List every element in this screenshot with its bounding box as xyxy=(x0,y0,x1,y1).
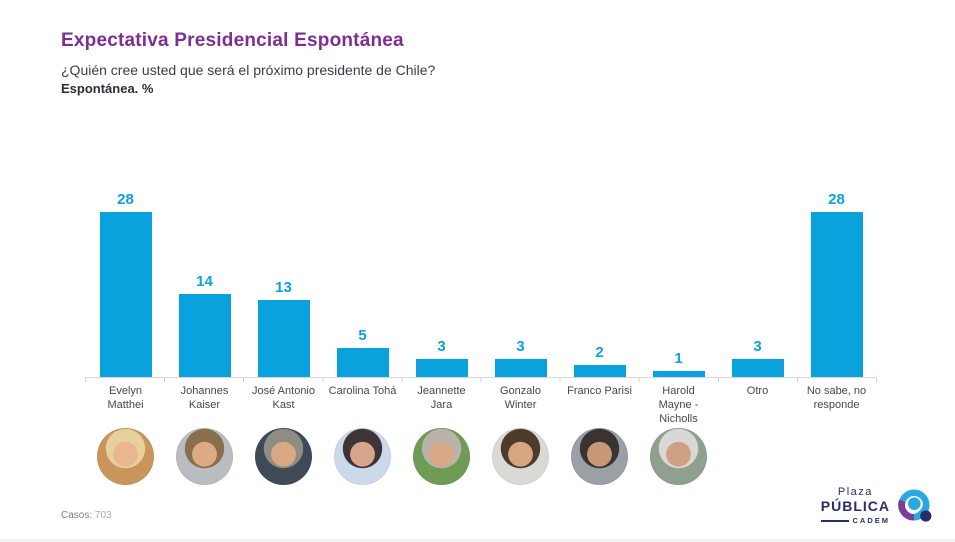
bar-value-label: 3 xyxy=(516,338,525,355)
x-axis-ticks xyxy=(85,378,877,382)
bar-value-label: 3 xyxy=(753,338,762,355)
bar xyxy=(336,348,389,377)
bar xyxy=(731,359,784,377)
category-label: Johannes Kaiser xyxy=(180,385,229,412)
avatar-cell xyxy=(165,428,244,485)
avatar-cell xyxy=(718,428,797,485)
logo-divider xyxy=(820,519,849,522)
logo-plaza-text: Plaza xyxy=(837,486,873,498)
bar-column: 13 xyxy=(244,280,323,377)
sample-size-label: Casos: xyxy=(61,510,93,521)
candidate-photo-johannes-kaiser xyxy=(176,428,233,485)
avatar-cell xyxy=(86,428,165,485)
bar-column: 1 xyxy=(639,351,718,377)
bar-column: 5 xyxy=(323,328,402,377)
category-label: Gonzalo Winter xyxy=(500,385,541,412)
logo-cadem-text: CADEM xyxy=(852,515,890,525)
bar xyxy=(415,359,468,377)
bar-value-label: 1 xyxy=(674,350,683,367)
category-label: Evelyn Matthei xyxy=(107,385,144,412)
bar-chart: 28 14 13 5 3 3 2 1 3 28 xyxy=(86,182,876,377)
bar xyxy=(573,365,626,377)
bar-value-label: 3 xyxy=(437,338,446,355)
category-label: José Antonio Kast xyxy=(252,385,315,412)
candidate-photo-carolina-tohá xyxy=(334,428,391,485)
bar-series: 28 14 13 5 3 3 2 1 3 28 xyxy=(86,182,876,377)
bar-value-label: 2 xyxy=(595,344,604,361)
bar-value-label: 5 xyxy=(358,327,367,344)
bar xyxy=(257,300,310,377)
candidate-photo-evelyn-matthei xyxy=(97,428,154,485)
bar-column: 14 xyxy=(165,274,244,377)
bar-value-label: 14 xyxy=(196,273,213,290)
bar-value-label: 13 xyxy=(275,279,292,296)
category-labels-row: Evelyn Matthei Johannes Kaiser José Antoni… xyxy=(86,384,876,426)
bar-column: 3 xyxy=(402,339,481,377)
avatar-cell xyxy=(402,428,481,485)
candidate-photo-jeannette-jara xyxy=(413,428,470,485)
candidate-photo-josé-antonio-kast xyxy=(255,428,312,485)
category-label: Otro xyxy=(746,385,769,397)
category-label: Harold Mayne - Nicholls xyxy=(658,385,699,426)
bar xyxy=(99,212,152,377)
category-label: Carolina Tohá xyxy=(328,385,397,397)
bar xyxy=(652,371,705,377)
category-label: No sabe, no responde xyxy=(806,385,867,412)
avatar-cell xyxy=(481,428,560,485)
survey-question: ¿Quién cree usted que será el próximo pr… xyxy=(61,62,436,78)
avatar-cell xyxy=(323,428,402,485)
candidate-photo-harold-mayne-nicholls xyxy=(650,428,707,485)
avatar-cell xyxy=(639,428,718,485)
bar xyxy=(178,294,231,377)
bar-column: 3 xyxy=(481,339,560,377)
x-axis-line xyxy=(85,377,877,378)
candidate-avatars-row xyxy=(86,428,876,485)
cadem-logo-icon xyxy=(898,489,932,522)
bar-value-label: 28 xyxy=(828,191,845,208)
bar-column: 28 xyxy=(86,192,165,377)
avatar-cell xyxy=(244,428,323,485)
bar xyxy=(494,359,547,377)
survey-note: Espontánea. % xyxy=(61,81,154,96)
bar xyxy=(810,212,863,377)
candidate-photo-gonzalo-winter xyxy=(492,428,549,485)
candidate-photo-franco-parisi xyxy=(571,428,628,485)
category-label: Jeannette Jara xyxy=(417,385,466,412)
avatar-cell xyxy=(560,428,639,485)
bar-value-label: 28 xyxy=(117,191,134,208)
logo-publica-text: PÚBLICA xyxy=(820,498,890,514)
sample-size: Casos: 703 xyxy=(61,510,112,521)
sample-size-value: 703 xyxy=(94,510,112,521)
avatar-cell xyxy=(797,428,876,485)
bar-column: 28 xyxy=(797,192,876,377)
bar-column: 3 xyxy=(718,339,797,377)
logo-wordmark: Plaza PÚBLICA CADEM xyxy=(820,486,890,525)
bar-column: 2 xyxy=(560,345,639,377)
category-label: Franco Parisi xyxy=(567,385,632,397)
page-title: Expectativa Presidencial Espontánea xyxy=(61,30,404,51)
plaza-publica-cadem-logo: Plaza PÚBLICA CADEM xyxy=(820,486,933,525)
header: Expectativa Presidencial Espontánea ¿Qui… xyxy=(61,30,761,96)
